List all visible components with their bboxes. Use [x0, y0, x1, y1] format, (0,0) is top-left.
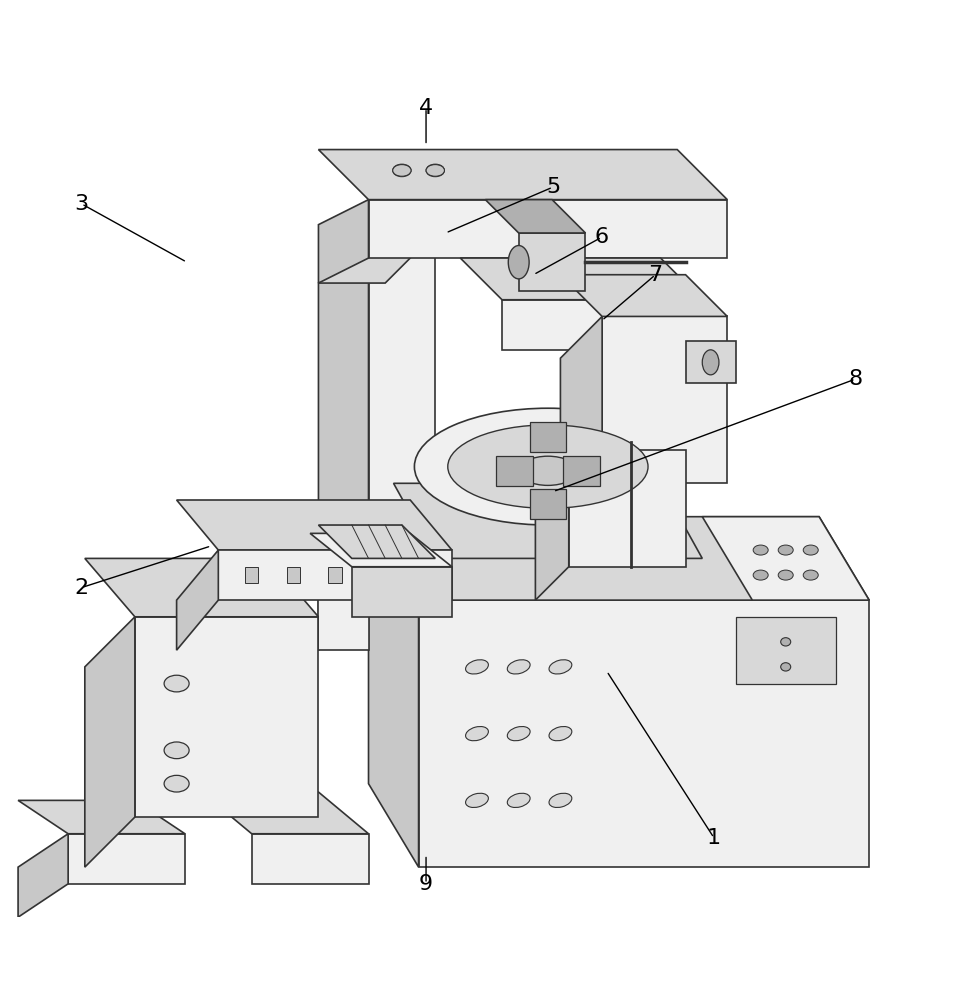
Ellipse shape — [802, 570, 818, 580]
FancyBboxPatch shape — [562, 456, 600, 486]
Polygon shape — [518, 233, 585, 291]
FancyBboxPatch shape — [287, 567, 300, 583]
Text: 8: 8 — [848, 369, 862, 389]
Polygon shape — [601, 316, 727, 483]
Ellipse shape — [392, 165, 411, 176]
FancyBboxPatch shape — [329, 567, 341, 583]
Polygon shape — [502, 300, 701, 350]
Ellipse shape — [518, 456, 576, 485]
Ellipse shape — [425, 164, 444, 177]
Ellipse shape — [701, 350, 718, 375]
Polygon shape — [85, 617, 135, 867]
Polygon shape — [318, 233, 368, 650]
Ellipse shape — [466, 727, 488, 741]
Polygon shape — [460, 258, 701, 300]
Polygon shape — [85, 558, 318, 617]
Polygon shape — [734, 617, 835, 684]
Ellipse shape — [752, 545, 768, 555]
Polygon shape — [368, 200, 727, 258]
Ellipse shape — [549, 660, 571, 674]
Text: 2: 2 — [74, 578, 88, 598]
Polygon shape — [701, 517, 868, 600]
Ellipse shape — [466, 793, 488, 807]
Polygon shape — [368, 517, 419, 867]
Ellipse shape — [447, 425, 647, 508]
Ellipse shape — [549, 727, 571, 741]
Ellipse shape — [414, 408, 681, 525]
Polygon shape — [218, 550, 452, 600]
Polygon shape — [368, 517, 868, 600]
Ellipse shape — [164, 775, 189, 792]
Text: 7: 7 — [647, 265, 662, 285]
Text: 4: 4 — [419, 98, 432, 118]
FancyBboxPatch shape — [244, 567, 258, 583]
Polygon shape — [201, 792, 368, 834]
Polygon shape — [485, 200, 585, 233]
Polygon shape — [318, 567, 368, 650]
FancyBboxPatch shape — [529, 489, 565, 519]
Ellipse shape — [508, 246, 528, 279]
Polygon shape — [419, 600, 868, 867]
Polygon shape — [568, 450, 685, 567]
Polygon shape — [18, 800, 185, 834]
Text: 3: 3 — [74, 194, 88, 214]
Polygon shape — [318, 150, 727, 200]
Polygon shape — [559, 275, 727, 316]
Polygon shape — [318, 525, 435, 558]
Polygon shape — [318, 233, 435, 283]
Ellipse shape — [779, 638, 790, 646]
Polygon shape — [318, 200, 368, 283]
Polygon shape — [393, 483, 701, 558]
Text: 9: 9 — [419, 874, 432, 894]
Ellipse shape — [778, 570, 792, 580]
Polygon shape — [368, 233, 435, 600]
Text: 1: 1 — [706, 828, 721, 848]
Polygon shape — [176, 500, 452, 550]
Ellipse shape — [507, 660, 529, 674]
Text: 6: 6 — [594, 227, 608, 247]
Polygon shape — [251, 834, 368, 884]
Ellipse shape — [779, 663, 790, 671]
Ellipse shape — [466, 660, 488, 674]
FancyBboxPatch shape — [496, 456, 532, 486]
Polygon shape — [176, 550, 218, 650]
Ellipse shape — [752, 570, 768, 580]
Ellipse shape — [392, 164, 411, 177]
Text: 5: 5 — [546, 177, 559, 197]
Ellipse shape — [164, 742, 189, 759]
Ellipse shape — [425, 165, 444, 176]
FancyBboxPatch shape — [529, 422, 565, 452]
Polygon shape — [535, 450, 568, 600]
Ellipse shape — [549, 793, 571, 807]
Ellipse shape — [778, 545, 792, 555]
Ellipse shape — [507, 793, 529, 807]
Ellipse shape — [802, 545, 818, 555]
Polygon shape — [68, 834, 185, 884]
Polygon shape — [135, 617, 318, 817]
Polygon shape — [685, 341, 734, 383]
Ellipse shape — [164, 675, 189, 692]
Polygon shape — [310, 533, 452, 567]
Ellipse shape — [507, 727, 529, 741]
Polygon shape — [18, 834, 68, 917]
Polygon shape — [559, 316, 601, 525]
Polygon shape — [351, 567, 452, 617]
